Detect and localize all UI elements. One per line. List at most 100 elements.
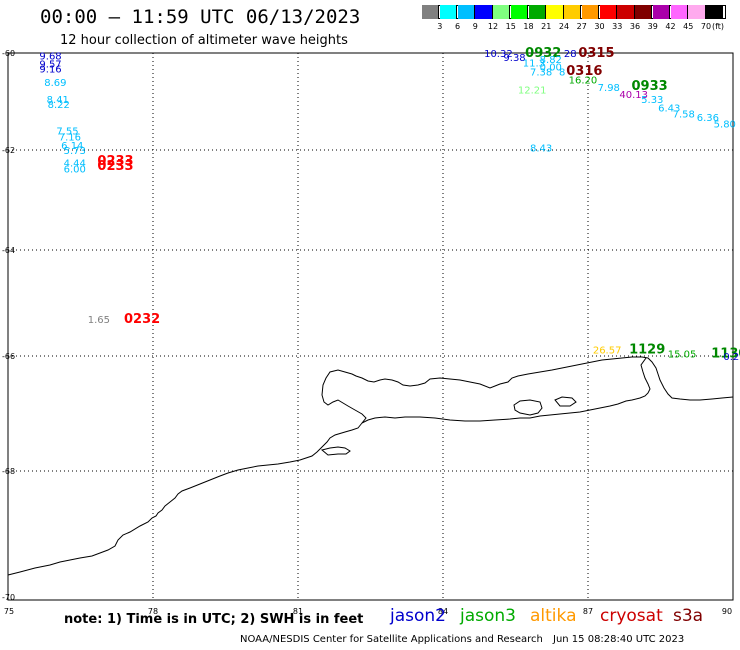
satellite-s3a: s3a xyxy=(673,606,704,626)
legend-swatch xyxy=(706,5,724,19)
wave-height-label: 7.58 xyxy=(673,110,695,121)
pass-time-label: 1129 xyxy=(629,343,665,358)
wave-height-label: 8.82 xyxy=(540,55,562,66)
wave-height-label: 7.38 xyxy=(530,67,552,78)
generated-timestamp: Jun 15 08:28:40 UTC 2023 xyxy=(553,634,685,645)
wave-height-label: 16.20 xyxy=(569,76,598,87)
note-text: note: 1) Time is in UTC; 2) SWH is in fe… xyxy=(64,612,364,627)
legend-label: 6 xyxy=(454,22,461,31)
wave-height-label: 7.55 xyxy=(56,127,78,138)
legend-label: 70 xyxy=(700,22,712,31)
wave-height-label: 9.16 xyxy=(39,65,61,76)
satellite-jason3: jason3 xyxy=(460,606,516,626)
x-tick-label: 78 xyxy=(148,607,158,616)
wave-height-label: 15.05 xyxy=(668,349,697,360)
legend-label: 45 xyxy=(683,22,694,31)
wave-height-label: 9.38 xyxy=(503,53,525,64)
legend-label: 30 xyxy=(594,22,605,31)
y-tick-label: -60 xyxy=(2,49,15,58)
pass-time-label: 0933 xyxy=(632,79,668,94)
wave-height-label: 6.00 xyxy=(64,165,86,176)
wave-height-label: 12.21 xyxy=(518,85,547,96)
legend-label: 12 xyxy=(487,22,499,31)
legend-label: 27 xyxy=(576,22,587,31)
axis-ticks: 75 78 81 84 87 90 -60 -62 -64 -66 -68 -70 xyxy=(2,49,732,616)
legend-label: 24 xyxy=(558,22,570,31)
y-tick-label: -68 xyxy=(2,467,15,476)
y-tick-label: -62 xyxy=(2,146,15,155)
legend-label: 36 xyxy=(629,22,641,31)
x-tick-label: 87 xyxy=(583,607,593,616)
island-1 xyxy=(513,399,543,416)
x-tick-label: 75 xyxy=(4,607,14,616)
wave-height-label: 9.57 xyxy=(39,60,61,71)
x-tick-label: 84 xyxy=(438,607,448,616)
wave-height-label: 8.69 xyxy=(44,78,66,89)
legend-label: 15 xyxy=(505,22,516,31)
wave-height-label: 9.68 xyxy=(39,51,61,62)
wave-height-label: 5.73 xyxy=(64,146,86,157)
legend-swatch xyxy=(439,5,458,19)
wave-height-label: 11.3 xyxy=(523,59,545,70)
legend-swatch xyxy=(510,5,529,19)
wave-height-label: 5.80 xyxy=(714,119,736,130)
island-2 xyxy=(554,396,577,407)
legend-label: 42 xyxy=(665,22,676,31)
wave-height-label: 8.43 xyxy=(530,144,552,155)
wave-height-label: 0.00 xyxy=(540,63,562,74)
legend-swatch xyxy=(688,5,706,19)
pass-time-label: 0315 xyxy=(578,46,614,61)
gridlines xyxy=(8,53,733,600)
island-3 xyxy=(320,446,351,456)
legend-swatch xyxy=(457,5,475,19)
wave-height-label: 0.20 xyxy=(723,352,740,363)
wave-height-label: 8 xyxy=(559,67,565,78)
y-tick-label: -64 xyxy=(2,246,15,255)
legend-swatch xyxy=(635,5,653,19)
map-title: 00:00 – 11:59 UTC 06/13/2023 xyxy=(40,6,361,28)
wave-height-label: 28 xyxy=(564,49,577,60)
pass-time-label: 0932 xyxy=(525,46,561,61)
legend-label: 3 xyxy=(437,22,443,31)
satellite-cryosat: cryosat xyxy=(600,606,663,626)
legend-swatch xyxy=(599,5,617,19)
pass-time-label: 0316 xyxy=(566,64,602,79)
observations: 9.689.579.16 8.69 8.418.22 7.557.166.145.73… xyxy=(39,46,740,363)
wave-height-label: 7.98 xyxy=(598,83,620,94)
legend-swatch xyxy=(493,5,511,19)
x-tick-label: 81 xyxy=(293,607,303,616)
wave-height-label: 40.13 xyxy=(619,90,648,101)
legend-swatch xyxy=(670,5,688,19)
coastline xyxy=(7,356,734,576)
pass-time-label: 0233 xyxy=(97,159,133,174)
wave-height-label: 5.33 xyxy=(641,95,663,106)
legend-unit: (ft) xyxy=(711,22,725,31)
pass-time-label: 0233 xyxy=(97,154,133,169)
legend-label: 9 xyxy=(472,22,478,31)
y-tick-label: -66 xyxy=(2,352,15,361)
legend-label: 33 xyxy=(612,22,623,31)
legend-swatch xyxy=(422,5,440,19)
wave-height-label: 8.22 xyxy=(48,100,70,111)
legend-label: 18 xyxy=(523,22,534,31)
map-subtitle: 12 hour collection of altimeter wave hei… xyxy=(60,33,348,48)
credit-text: NOAA/NESDIS Center for Satellite Applica… xyxy=(240,634,543,645)
wave-height-label: 6.14 xyxy=(61,141,83,152)
legend-swatch xyxy=(564,5,582,19)
legend-swatch xyxy=(546,5,564,19)
legend-label: 21 xyxy=(541,22,552,31)
legend-label: 39 xyxy=(647,22,658,31)
wave-height-label: 1.65 xyxy=(88,315,110,326)
legend-swatch xyxy=(528,5,546,19)
satellite-altika: altika xyxy=(530,606,577,626)
wave-height-label: 6.36 xyxy=(697,113,719,124)
x-tick-label: 90 xyxy=(722,607,732,616)
legend-swatch xyxy=(652,5,671,19)
legend-swatch xyxy=(581,5,600,19)
legend-swatch xyxy=(475,5,493,19)
wave-height-label: 26.57 xyxy=(593,346,622,357)
ice-shelf-outline xyxy=(361,357,651,424)
y-tick-label: -70 xyxy=(2,593,15,602)
